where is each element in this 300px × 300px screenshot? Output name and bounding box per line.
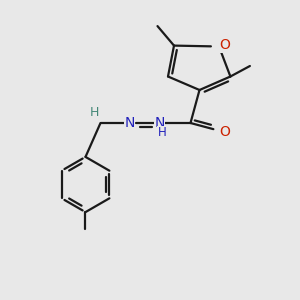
Text: H: H <box>158 126 166 139</box>
Text: O: O <box>219 38 230 52</box>
Text: N: N <box>154 116 165 130</box>
Text: O: O <box>219 125 230 139</box>
Text: N: N <box>124 116 135 130</box>
Text: H: H <box>90 106 99 119</box>
